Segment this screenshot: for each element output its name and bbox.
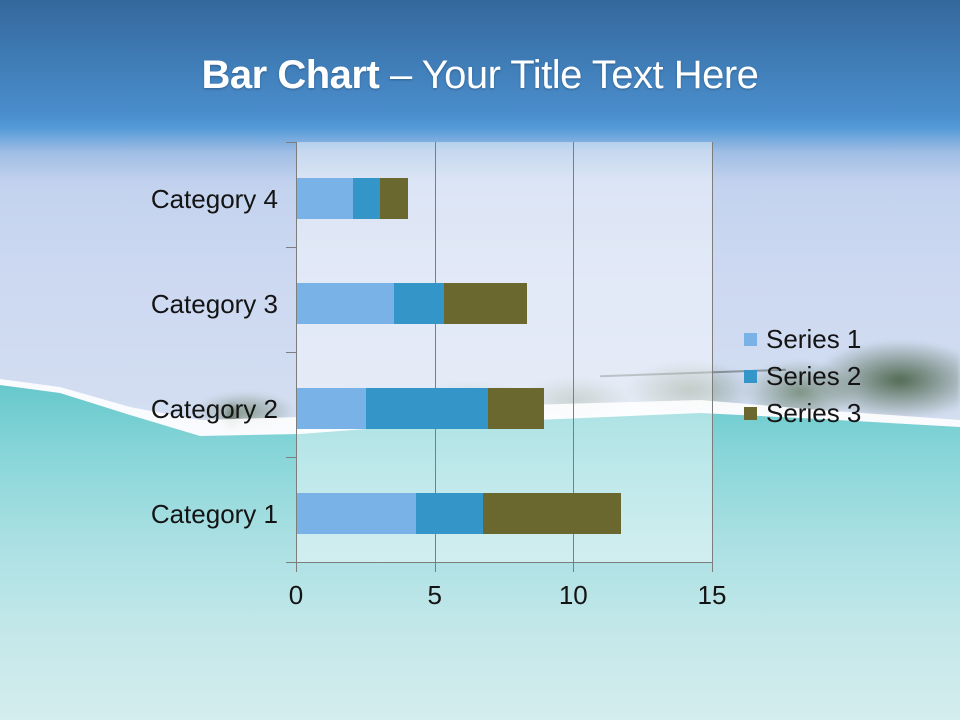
x-tick-mark-10 bbox=[573, 562, 575, 572]
gridline-10 bbox=[573, 142, 575, 562]
y-tick-mark-4 bbox=[286, 562, 296, 563]
legend-swatch-series-1 bbox=[744, 333, 757, 346]
bar-segment-category-2-series-2[interactable] bbox=[366, 388, 489, 429]
legend-swatch-series-3 bbox=[744, 407, 757, 420]
legend-item-series-3[interactable]: Series 3 bbox=[744, 395, 861, 432]
x-axis-label-0: 0 bbox=[288, 580, 304, 610]
legend-label-series-1: Series 1 bbox=[766, 324, 862, 354]
y-tick-mark-2 bbox=[286, 352, 296, 353]
bar-segment-category-4-series-3[interactable] bbox=[380, 178, 408, 219]
x-tick-mark-5 bbox=[434, 562, 436, 572]
x-tick-mark-15 bbox=[712, 562, 713, 572]
bar-segment-category-1-series-2[interactable] bbox=[416, 493, 483, 534]
y-tick-mark-1 bbox=[286, 247, 296, 248]
bar-segment-category-3-series-3[interactable] bbox=[444, 283, 528, 324]
category-label-category-2: Category 2 bbox=[150, 393, 278, 424]
slide-title-regular: – Your Title Text Here bbox=[389, 53, 759, 97]
gridline-15 bbox=[712, 142, 713, 562]
x-tick-mark-0 bbox=[296, 562, 297, 572]
category-label-category-4: Category 4 bbox=[150, 183, 278, 214]
slide-title: Bar Chart – Your Title Text Here bbox=[0, 51, 960, 99]
legend-label-series-3: Series 3 bbox=[766, 398, 862, 428]
legend-label-series-2: Series 2 bbox=[766, 361, 862, 391]
legend-item-series-2[interactable]: Series 2 bbox=[744, 358, 861, 395]
y-tick-mark-0 bbox=[286, 142, 296, 143]
bar-segment-category-1-series-3[interactable] bbox=[482, 493, 622, 534]
bar-segment-category-3-series-2[interactable] bbox=[394, 283, 444, 324]
bar-segment-category-1-series-1[interactable] bbox=[297, 493, 417, 534]
bar-segment-category-2-series-1[interactable] bbox=[297, 388, 367, 429]
bar-segment-category-2-series-3[interactable] bbox=[488, 388, 544, 429]
y-axis-line bbox=[296, 142, 297, 563]
legend-swatch-series-2 bbox=[744, 370, 757, 383]
gridline-5 bbox=[434, 142, 436, 562]
x-axis-label-15: 15 bbox=[697, 580, 727, 610]
category-label-category-3: Category 3 bbox=[150, 288, 278, 319]
legend-item-series-1[interactable]: Series 1 bbox=[744, 321, 861, 358]
x-axis-line bbox=[296, 562, 713, 563]
bar-segment-category-4-series-1[interactable] bbox=[297, 178, 353, 219]
chart-legend[interactable]: Series 1 Series 2 Series 3 bbox=[744, 321, 861, 432]
bar-segment-category-3-series-1[interactable] bbox=[297, 283, 395, 324]
bar-segment-category-4-series-2[interactable] bbox=[352, 178, 381, 219]
slide-title-bold: Bar Chart bbox=[201, 53, 380, 97]
x-axis-label-10: 10 bbox=[558, 580, 588, 610]
y-tick-mark-3 bbox=[286, 457, 296, 458]
category-label-category-1: Category 1 bbox=[150, 498, 278, 529]
x-axis-label-5: 5 bbox=[427, 580, 442, 610]
